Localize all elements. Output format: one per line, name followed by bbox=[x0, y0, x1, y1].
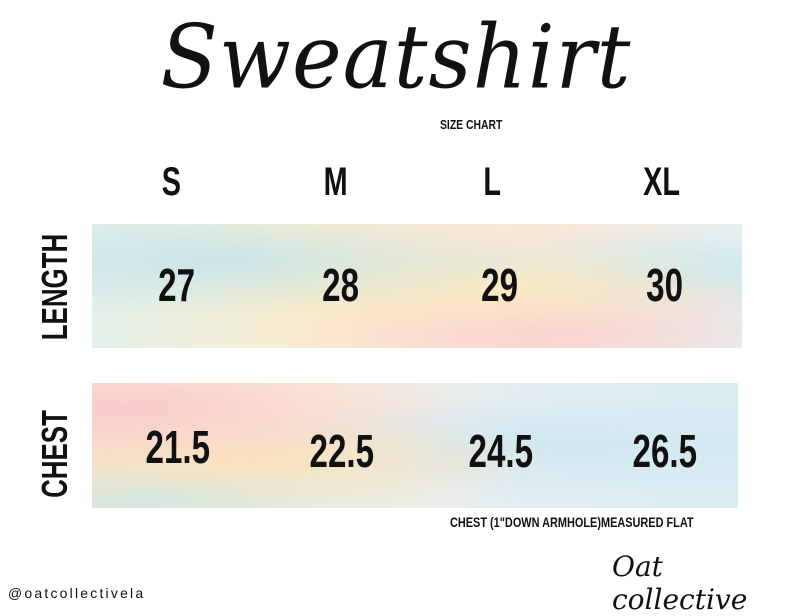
size-header-xl: XL bbox=[643, 160, 681, 204]
chart-subtitle: SIZE CHART bbox=[440, 117, 503, 132]
length-value-l: 29 bbox=[481, 259, 519, 311]
measurement-note: CHEST (1"DOWN ARMHOLE)MEASURED FLAT bbox=[450, 514, 694, 530]
row-label-chest: CHEST bbox=[34, 410, 75, 498]
chest-value-s: 21.5 bbox=[145, 421, 211, 473]
chest-value-xl: 26.5 bbox=[632, 425, 698, 477]
size-header-s: S bbox=[161, 160, 181, 204]
social-handle: @oatcollectivela bbox=[8, 585, 146, 601]
chest-value-l: 24.5 bbox=[468, 425, 534, 477]
length-value-s: 27 bbox=[158, 259, 196, 311]
chest-value-m: 22.5 bbox=[309, 425, 375, 477]
length-row-band bbox=[92, 224, 742, 348]
size-header-m: M bbox=[323, 160, 348, 204]
row-label-length: LENGTH bbox=[34, 233, 75, 341]
length-value-m: 28 bbox=[322, 259, 360, 311]
chest-row-band bbox=[92, 383, 738, 508]
length-value-xl: 30 bbox=[646, 259, 684, 311]
chart-title: Sweatshirt bbox=[160, 5, 632, 109]
size-header-l: L bbox=[483, 160, 501, 204]
brand-logo: Oat collective bbox=[612, 550, 748, 616]
